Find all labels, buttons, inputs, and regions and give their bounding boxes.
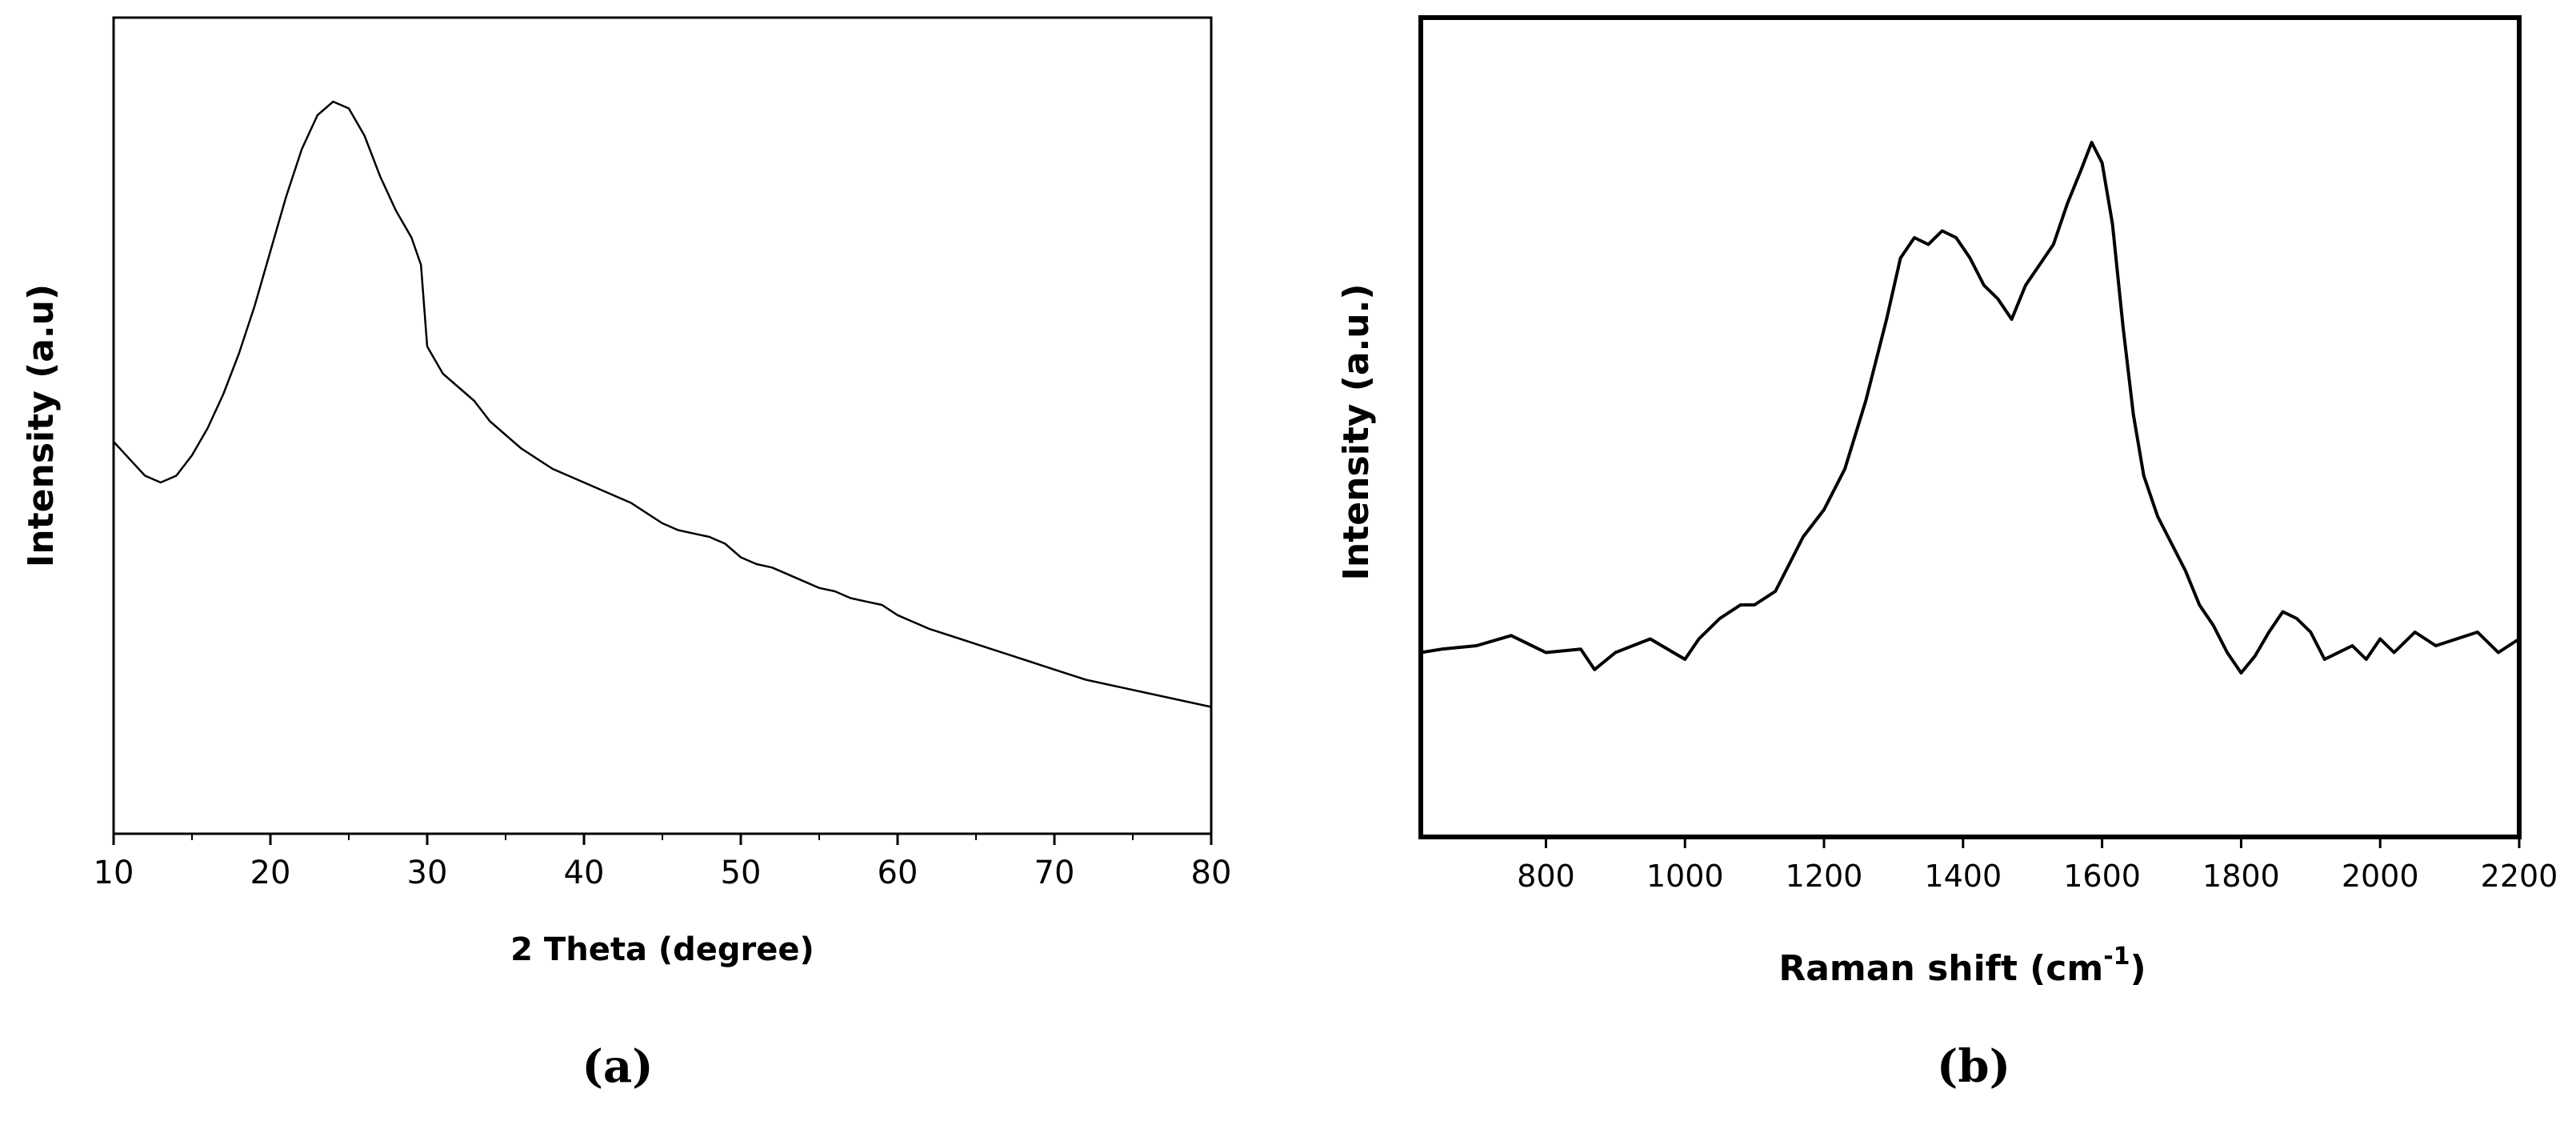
x-axis-ticks-b: 800 1000 1200 1400 1600 1800 2000 2200: [1517, 837, 2558, 894]
x-tick-label: 1600: [2063, 859, 2141, 894]
series-line-raman: [1420, 141, 2521, 675]
x-tick-label: 2200: [2481, 859, 2558, 894]
x-axis-ticks-a: 10 20 30 40 50 60 70 80: [94, 834, 1232, 891]
panel-label-a: (a): [582, 1040, 653, 1093]
x-tick-label: 1400: [1924, 859, 2002, 894]
x-axis-title-a: 2 Theta (degree): [510, 931, 814, 968]
x-axis-title-b: Raman shift (cm-1): [1778, 943, 2146, 989]
panel-b: 800 1000 1200 1400 1600 1800 2000 2200 Raman sh…: [1336, 15, 2558, 1093]
x-axis-title-b-main: Raman shift (cm: [1778, 948, 2103, 989]
panel-label-b: (b): [1937, 1040, 2010, 1093]
plot-frame-b: [1418, 15, 2522, 839]
series-layer-b: [1420, 141, 2521, 675]
plot-frame-a: [112, 16, 1213, 835]
y-axis-title-a: Intensity (a.u): [21, 284, 62, 567]
x-tick-label: 30: [407, 855, 448, 891]
x-tick-label: 20: [250, 855, 291, 891]
x-tick-label: 1200: [1786, 859, 1863, 894]
series-layer-a: [113, 100, 1212, 708]
x-tick-label: 80: [1191, 855, 1232, 891]
x-tick-label: 50: [721, 855, 762, 891]
x-tick-label: 40: [564, 855, 605, 891]
series-line-xrd: [113, 100, 1212, 708]
x-tick-label: 800: [1517, 859, 1575, 894]
x-tick-label: 2000: [2342, 859, 2419, 894]
x-tick-label: 10: [94, 855, 134, 891]
y-axis-title-b: Intensity (a.u.): [1336, 284, 1377, 581]
x-axis-title-b-suffix: ): [2130, 948, 2146, 989]
x-tick-label: 60: [878, 855, 918, 891]
panel-a: 10 20 30 40 50 60 70 80 2 Theta (degree) Intens…: [21, 16, 1232, 1093]
x-tick-label: 70: [1034, 855, 1075, 891]
x-tick-label: 1800: [2202, 859, 2280, 894]
x-axis-title-b-superscript: -1: [2103, 943, 2130, 971]
x-tick-label: 1000: [1646, 859, 1724, 894]
